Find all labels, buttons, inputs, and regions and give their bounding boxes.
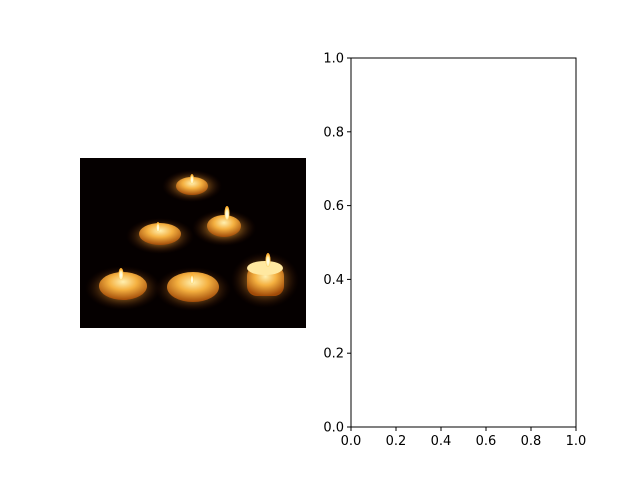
- y-tick-label: 0.6: [323, 199, 344, 214]
- y-tick-label: 0.8: [323, 125, 344, 140]
- x-tick-label: 0.6: [476, 434, 497, 449]
- y-tick-label: 0.4: [323, 273, 344, 288]
- x-tick-label: 0.0: [341, 434, 362, 449]
- y-axis: 0.0 0.2 0.4 0.6 0.8 1.0: [323, 52, 351, 436]
- y-tick-label: 1.0: [323, 52, 344, 67]
- x-tick-label: 0.8: [521, 434, 542, 449]
- axes: 0.0 0.2 0.4 0.6 0.8 1.0 0.0 0.2 0.4 0.6 0.8 1.0: [323, 52, 586, 450]
- y-tick-label: 0.0: [323, 421, 344, 436]
- x-tick-label: 1.0: [566, 434, 587, 449]
- x-axis: 0.0 0.2 0.4 0.6 0.8 1.0: [341, 427, 587, 449]
- x-tick-label: 0.2: [386, 434, 407, 449]
- plot-area: [350, 57, 577, 428]
- x-tick-label: 0.4: [431, 434, 452, 449]
- image-panel: [80, 158, 306, 328]
- candles-photo-icon: [85, 170, 299, 311]
- y-tick-label: 0.2: [323, 347, 344, 362]
